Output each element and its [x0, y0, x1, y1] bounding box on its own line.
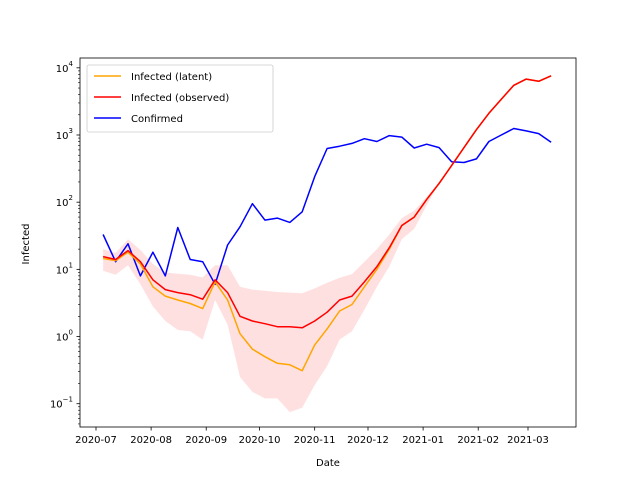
- legend-label-infected-observed: Infected (observed): [131, 93, 229, 104]
- x-axis: 2020-07 2020-08 2020-09 2020-10 2020-11 2020-…: [75, 427, 549, 446]
- x-tick-label: 2020-08: [130, 435, 172, 446]
- legend-label-infected-latent: Infected (latent): [131, 72, 212, 83]
- series-line-confirmed: [102, 127, 552, 286]
- y-tick-label: 101: [56, 261, 73, 276]
- x-tick-label: 2021-03: [507, 435, 549, 446]
- x-tick-label: 2020-07: [75, 435, 117, 446]
- x-tick-label: 2020-12: [347, 435, 389, 446]
- plot-area: [79, 57, 577, 428]
- y-axis-title: Infected: [21, 224, 32, 265]
- x-tick-label: 2021-01: [402, 435, 444, 446]
- axes-frame: [79, 57, 577, 428]
- x-tick-label: 2020-10: [239, 435, 281, 446]
- x-axis-title: Date: [316, 458, 340, 469]
- confidence-band: [103, 75, 552, 413]
- y-tick-label: 102: [56, 194, 73, 209]
- y-tick-label: 10−1: [50, 396, 73, 411]
- x-tick-label: 2020-09: [185, 435, 227, 446]
- x-tick-label: 2020-11: [294, 435, 336, 446]
- y-tick-label: 103: [56, 127, 73, 142]
- x-tick-label: 2021-02: [457, 435, 499, 446]
- y-tick-label: 104: [56, 60, 74, 75]
- legend: Infected (latent) Infected (observed) Conf…: [86, 64, 274, 133]
- y-tick-label: 100: [56, 329, 73, 344]
- series-line-infected-observed: [102, 75, 552, 329]
- legend-label-confirmed: Confirmed: [131, 114, 183, 125]
- y-axis: 10−1 100 101 102 103 104: [50, 60, 80, 425]
- legend-box: [86, 64, 274, 133]
